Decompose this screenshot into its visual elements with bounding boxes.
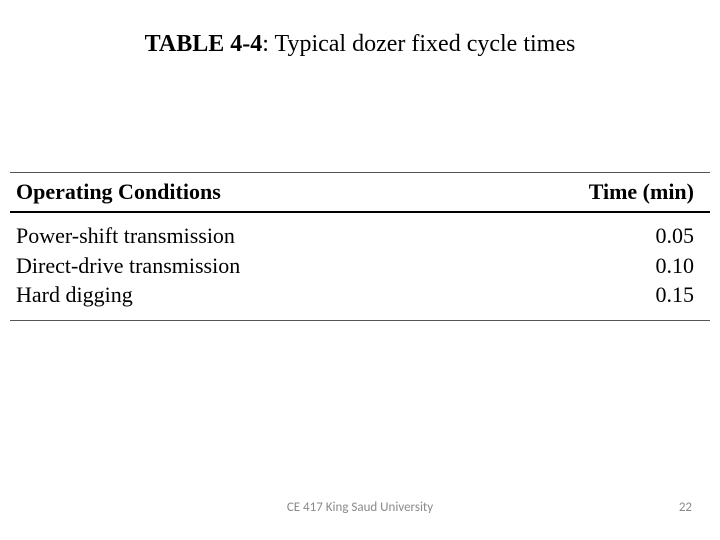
cell-time: 0.05 <box>614 221 694 251</box>
col-header-time: Time (min) <box>589 179 694 205</box>
slide-footer: CE 417 King Saud University 22 <box>0 500 720 520</box>
col-header-conditions: Operating Conditions <box>16 179 221 205</box>
table-row: Hard digging 0.15 <box>16 280 694 310</box>
caption-label: TABLE 4-4 <box>145 31 263 57</box>
cell-time: 0.15 <box>614 280 694 310</box>
table-row: Power-shift transmission 0.05 <box>16 221 694 251</box>
table-caption: TABLE 4-4: Typical dozer fixed cycle tim… <box>0 30 720 59</box>
table-rule-bottom <box>10 320 710 321</box>
slide: TABLE 4-4: Typical dozer fixed cycle tim… <box>0 0 720 540</box>
cycle-times-table: Operating Conditions Time (min) Power-sh… <box>10 172 710 321</box>
caption-text: : Typical dozer fixed cycle times <box>262 31 575 57</box>
cell-condition: Hard digging <box>16 280 133 310</box>
footer-text: CE 417 King Saud University <box>0 500 720 515</box>
table-body: Power-shift transmission 0.05 Direct-dri… <box>10 213 710 320</box>
cell-condition: Power-shift transmission <box>16 221 235 251</box>
table-row: Direct-drive transmission 0.10 <box>16 251 694 281</box>
cell-time: 0.10 <box>614 251 694 281</box>
cell-condition: Direct-drive transmission <box>16 251 240 281</box>
table-header-row: Operating Conditions Time (min) <box>10 173 710 211</box>
page-number: 22 <box>679 500 692 515</box>
